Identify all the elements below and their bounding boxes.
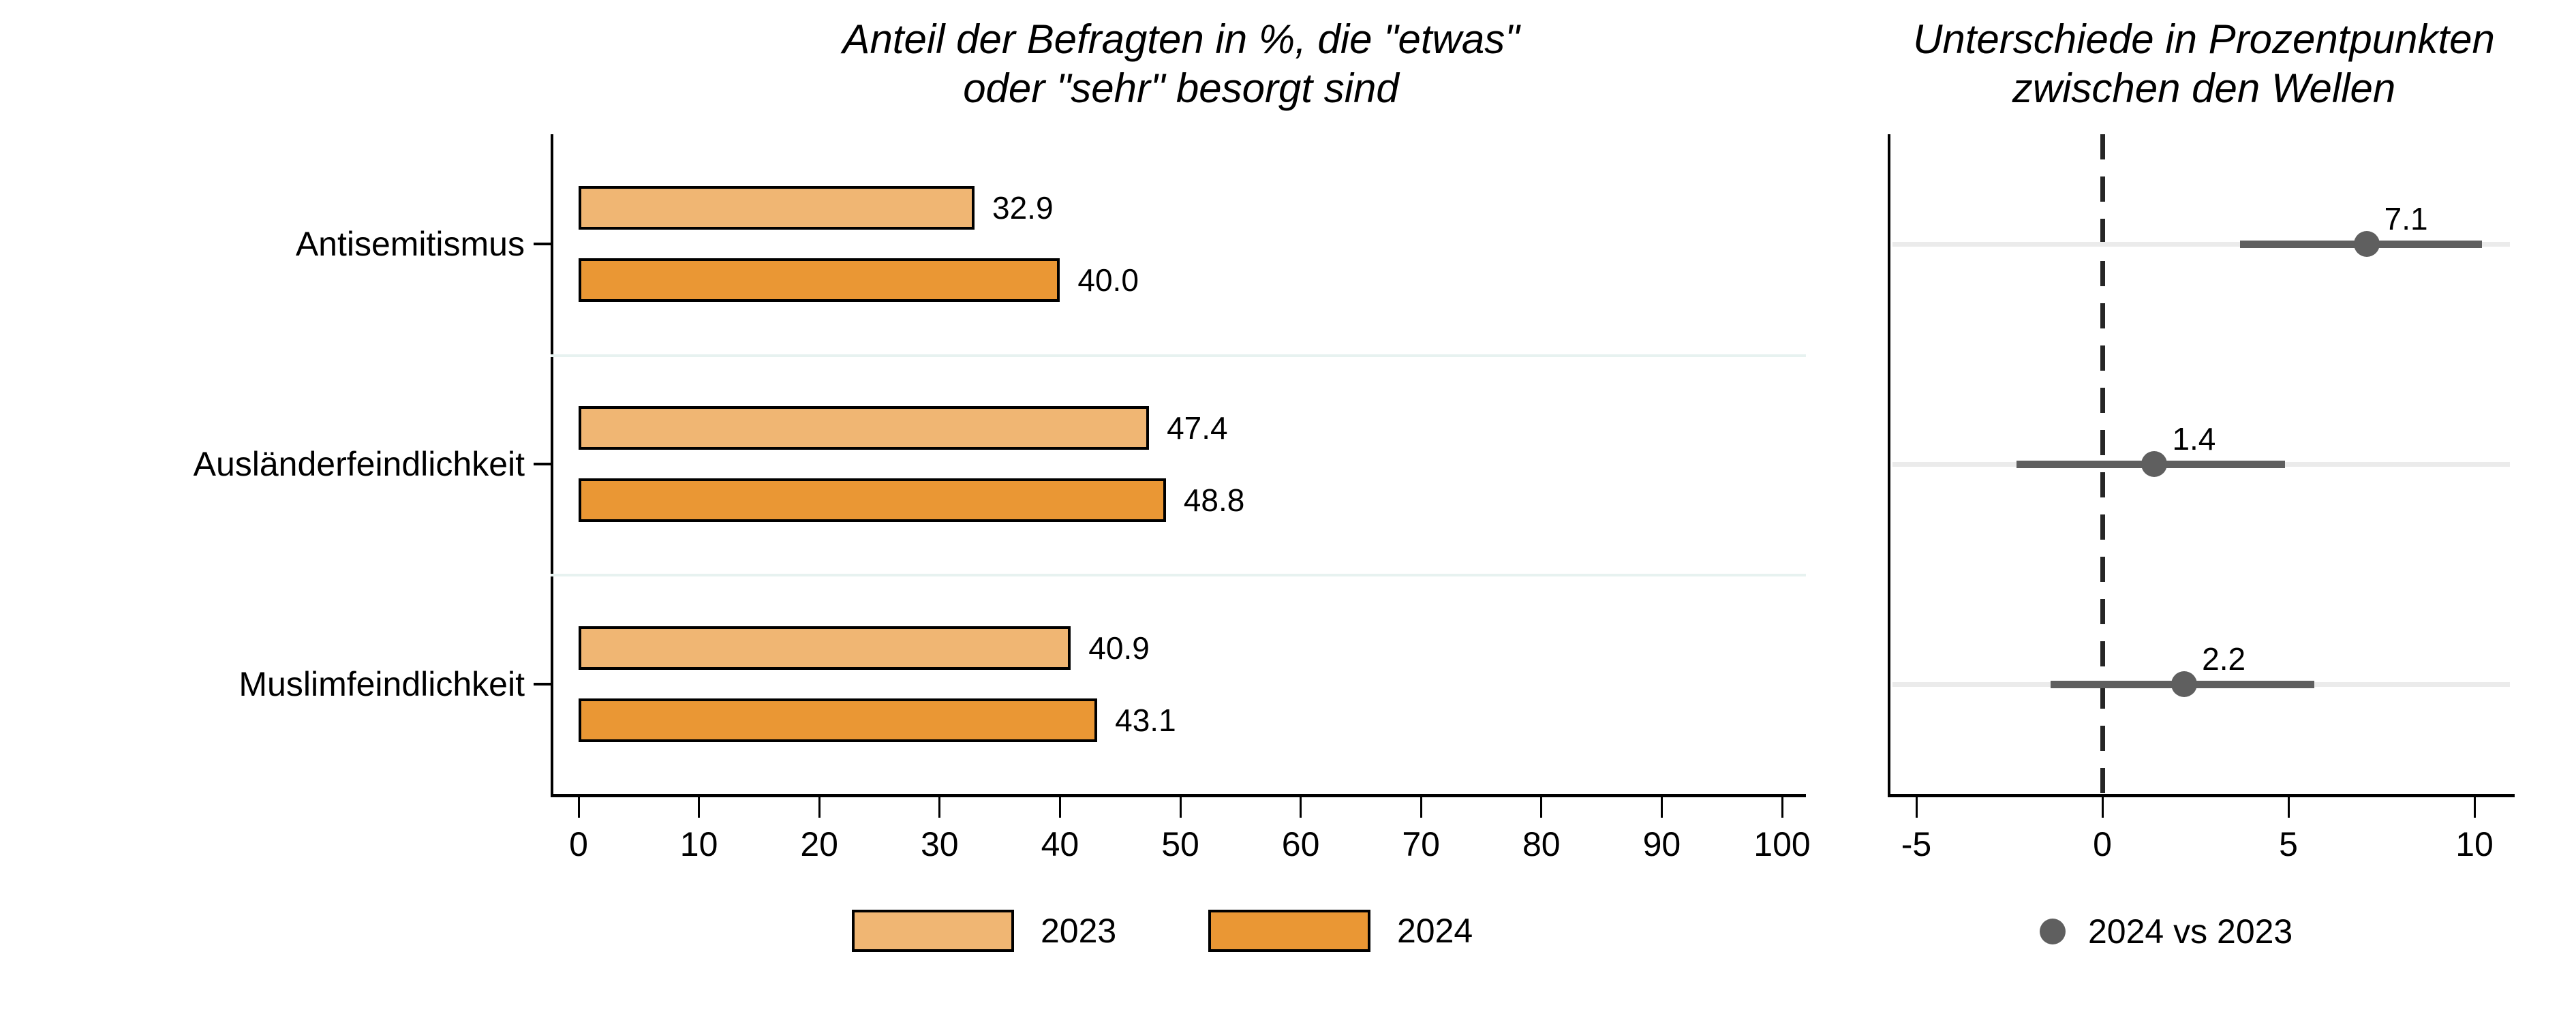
bar-value-label: 40.0 bbox=[1077, 262, 1139, 298]
left-x-tick bbox=[1058, 797, 1061, 818]
legend-label-2024: 2024 bbox=[1397, 912, 1473, 950]
left-x-tick bbox=[1660, 797, 1663, 818]
right-x-tick-label: 5 bbox=[2279, 825, 2298, 863]
left-y-axis-line bbox=[551, 134, 553, 794]
right-panel-title-line2: zwischen den Wellen bbox=[2012, 65, 2396, 111]
estimate-dot bbox=[2171, 671, 2198, 697]
left-panel-title: Anteil der Befragten in %, die "etwas" o… bbox=[568, 15, 1794, 113]
bar-2024 bbox=[579, 258, 1060, 302]
right-x-tick bbox=[1915, 797, 1918, 818]
right-x-tick-label: 0 bbox=[2093, 825, 2112, 863]
right-x-tick bbox=[2287, 797, 2290, 818]
category-label: Muslimfeindlichkeit bbox=[239, 665, 525, 703]
left-x-tick-label: 0 bbox=[569, 825, 588, 863]
bar-value-label: 32.9 bbox=[992, 190, 1054, 226]
legend-label-2023: 2023 bbox=[1041, 912, 1117, 950]
right-panel-title: Unterschiede in Prozentpunkten zwischen … bbox=[1795, 15, 2576, 113]
left-x-tick-label: 60 bbox=[1281, 825, 1320, 863]
bar-value-label: 48.8 bbox=[1183, 482, 1245, 518]
row-gridline bbox=[1892, 241, 2510, 247]
left-x-tick bbox=[1179, 797, 1182, 818]
bar-2024 bbox=[579, 698, 1098, 742]
legend-label-diff: 2024 vs 2023 bbox=[2088, 912, 2293, 951]
right-x-tick bbox=[2473, 797, 2476, 818]
left-panel-title-line2: oder "sehr" besorgt sind bbox=[963, 65, 1399, 111]
category-label: Ausländerfeindlichkeit bbox=[193, 445, 525, 483]
left-x-axis-line bbox=[551, 794, 1806, 797]
legend-swatch-2024 bbox=[1208, 910, 1370, 952]
legend-dot-icon bbox=[2040, 919, 2066, 944]
left-x-tick-label: 100 bbox=[1753, 825, 1811, 863]
category-separator-line bbox=[551, 574, 1806, 576]
estimate-dot bbox=[2353, 231, 2380, 257]
bar-value-label: 40.9 bbox=[1088, 630, 1150, 666]
estimate-dot bbox=[2141, 451, 2168, 477]
left-x-tick-label: 30 bbox=[920, 825, 959, 863]
left-x-tick bbox=[818, 797, 821, 818]
left-x-tick bbox=[1540, 797, 1543, 818]
right-x-tick-label: 10 bbox=[2455, 825, 2494, 863]
left-y-tick bbox=[534, 243, 551, 245]
right-panel-title-line1: Unterschiede in Prozentpunkten bbox=[1913, 16, 2495, 62]
left-x-tick-label: 10 bbox=[679, 825, 718, 863]
right-y-axis-line bbox=[1888, 134, 1890, 794]
estimate-value-label: 7.1 bbox=[2384, 201, 2428, 236]
left-y-tick bbox=[534, 683, 551, 686]
left-x-tick-label: 80 bbox=[1522, 825, 1561, 863]
estimate-value-label: 1.4 bbox=[2172, 421, 2216, 457]
bar-2023 bbox=[579, 406, 1150, 450]
left-x-tick-label: 50 bbox=[1161, 825, 1199, 863]
bar-2023 bbox=[579, 626, 1071, 670]
estimate-value-label: 2.2 bbox=[2202, 641, 2246, 677]
left-x-tick-label: 90 bbox=[1642, 825, 1681, 863]
left-x-tick bbox=[938, 797, 941, 818]
right-x-tick-label: -5 bbox=[1901, 825, 1932, 863]
bar-2024 bbox=[579, 478, 1166, 522]
left-x-tick bbox=[698, 797, 701, 818]
category-separator-line bbox=[551, 354, 1806, 357]
bar-2023 bbox=[579, 186, 975, 230]
left-x-tick-label: 40 bbox=[1041, 825, 1079, 863]
left-y-tick bbox=[534, 463, 551, 465]
category-label: Antisemitismus bbox=[295, 225, 525, 263]
right-x-tick bbox=[2101, 797, 2104, 818]
bar-value-label: 43.1 bbox=[1115, 703, 1176, 738]
left-x-tick-label: 70 bbox=[1402, 825, 1440, 863]
right-x-axis-line bbox=[1888, 794, 2515, 797]
legend-swatch-2023 bbox=[852, 910, 1014, 952]
left-x-tick bbox=[577, 797, 580, 818]
left-x-tick bbox=[1420, 797, 1422, 818]
left-x-tick bbox=[1781, 797, 1783, 818]
bar-value-label: 47.4 bbox=[1167, 410, 1228, 446]
left-x-tick-label: 20 bbox=[800, 825, 838, 863]
left-x-tick bbox=[1300, 797, 1302, 818]
left-panel-title-line1: Anteil der Befragten in %, die "etwas" bbox=[842, 16, 1520, 62]
